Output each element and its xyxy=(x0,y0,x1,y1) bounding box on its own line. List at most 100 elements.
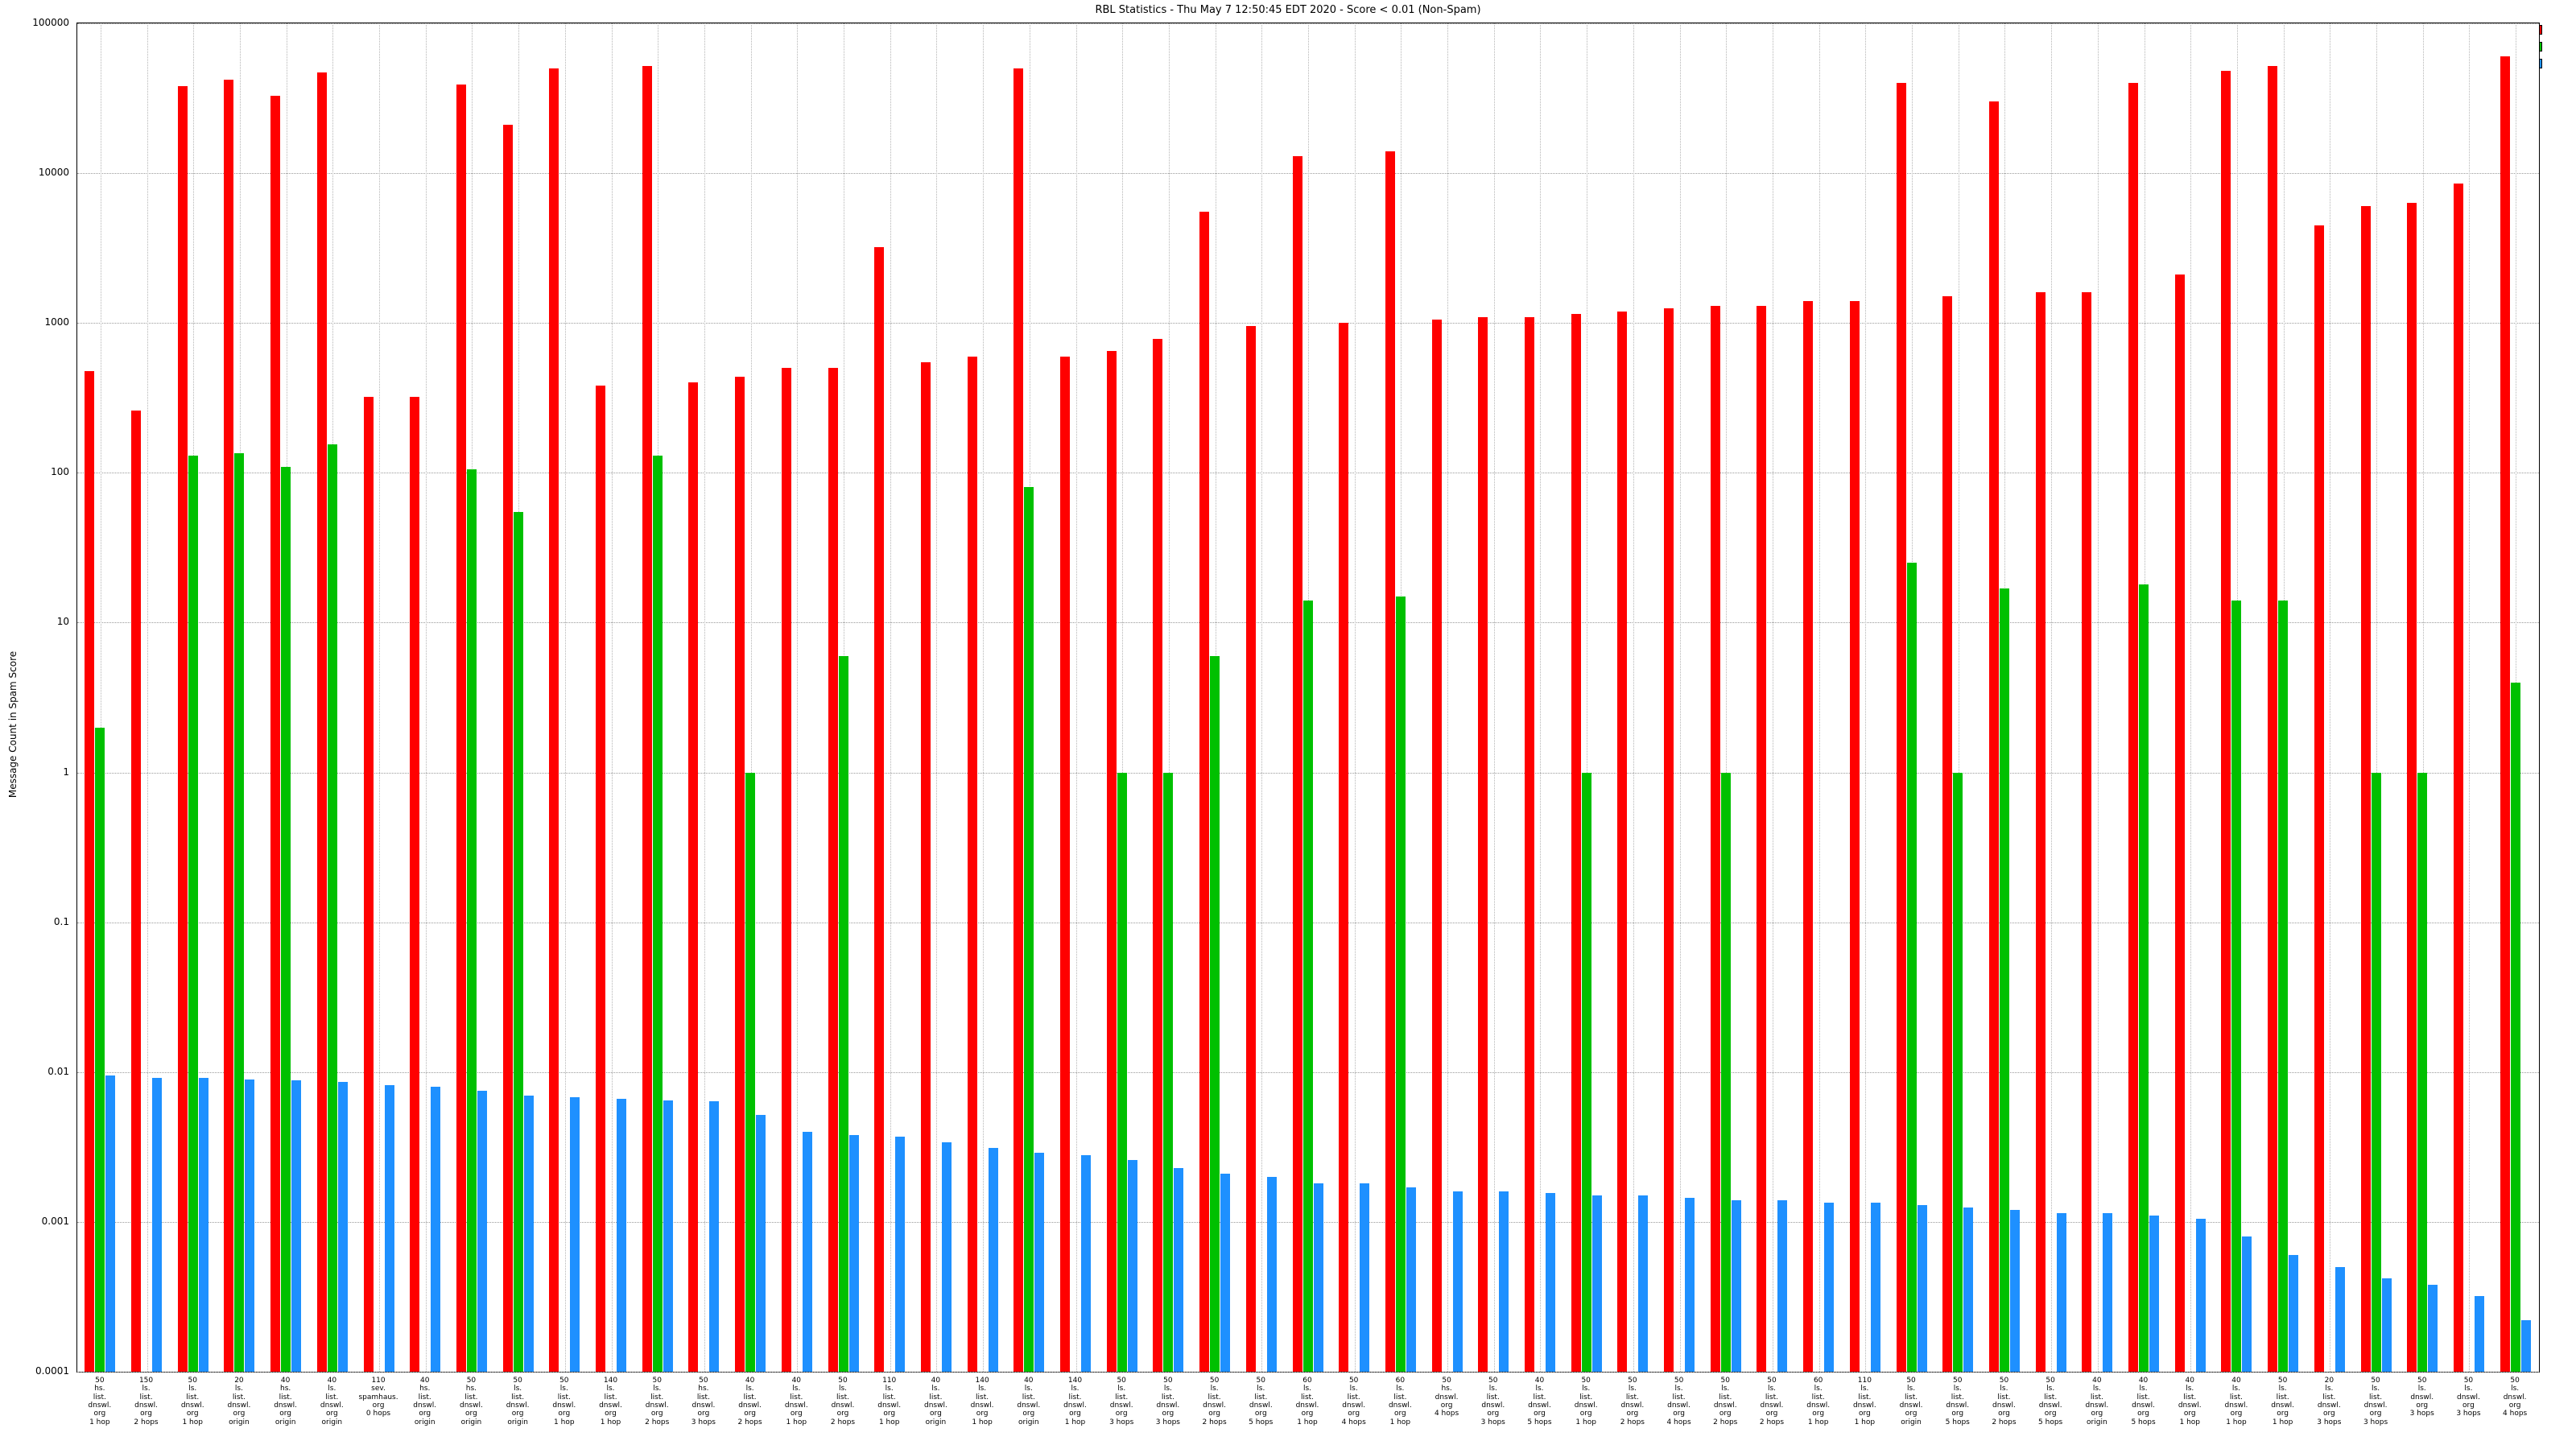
x-tick-label: 50 ls. list. dnswl. org 2 hops xyxy=(1992,1377,2017,1426)
bar-not-spam xyxy=(1431,320,1442,1372)
bar-score xyxy=(1591,1195,1602,1372)
bar-spam xyxy=(1163,772,1174,1372)
x-tick-label: 40 ls. list. dnswl. org origin xyxy=(2085,1377,2109,1426)
bar-score xyxy=(245,1080,255,1372)
x-tick-label: 40 ls. list. dnswl. org origin xyxy=(1017,1377,1041,1426)
bar-spam xyxy=(745,772,756,1372)
bar-not-spam xyxy=(596,386,606,1372)
bar-spam xyxy=(1953,772,1963,1372)
x-tick-label: 50 ls. dnswl. org 4 hops xyxy=(2503,1377,2528,1418)
bar-not-spam xyxy=(1664,308,1674,1372)
bar-score xyxy=(1406,1187,1416,1372)
x-gridline xyxy=(2190,23,2192,1372)
x-tick-label: 40 hs. list. dnswl. org origin xyxy=(274,1377,298,1426)
bar-spam xyxy=(1720,772,1731,1372)
x-gridline xyxy=(1075,23,1077,1372)
bar-score xyxy=(1034,1152,1045,1372)
bar-score xyxy=(570,1096,580,1372)
x-tick-label: 60 ls. list. dnswl. org 1 hop xyxy=(1295,1377,1319,1426)
x-tick-label: 50 ls. list. dnswl. org 3 hops xyxy=(1155,1377,1180,1426)
bar-not-spam xyxy=(2314,225,2324,1372)
x-tick-label: 50 ls. list. dnswl. org 5 hops xyxy=(2038,1377,2063,1426)
bar-not-spam xyxy=(1339,323,1349,1372)
x-tick-label: 50 ls. list. dnswl. org 3 hops xyxy=(2363,1377,2388,1426)
bar-score xyxy=(477,1091,487,1372)
plot-area xyxy=(76,23,2540,1373)
x-tick-label: 40 ls. list. dnswl. org 5 hops xyxy=(1527,1377,1552,1426)
bar-score xyxy=(1452,1191,1463,1372)
bar-score xyxy=(2056,1212,2066,1372)
bar-spam xyxy=(234,453,245,1372)
bar-spam xyxy=(1581,772,1591,1372)
x-tick-label: 40 ls. list. dnswl. org 2 hops xyxy=(737,1377,762,1426)
bar-score xyxy=(2474,1296,2484,1372)
bar-not-spam xyxy=(270,95,281,1372)
bar-not-spam xyxy=(1803,301,1814,1372)
bar-score xyxy=(1360,1183,1370,1372)
x-tick-label: 50 ls. list. dnswl. org 1 hop xyxy=(2271,1377,2295,1426)
y-tick-label: 0.01 xyxy=(47,1065,69,1077)
bar-spam xyxy=(2510,682,2520,1372)
bar-not-spam xyxy=(85,370,95,1372)
x-gridline xyxy=(1818,23,1820,1372)
bar-not-spam xyxy=(1106,351,1117,1372)
bar-not-spam xyxy=(1849,301,1860,1372)
x-gridline xyxy=(704,23,705,1372)
bar-score xyxy=(802,1131,812,1372)
bar-score xyxy=(1777,1199,1788,1372)
x-tick-label: 110 ls. list. dnswl. org 1 hop xyxy=(1852,1377,1876,1426)
bar-spam xyxy=(281,466,291,1372)
bar-score xyxy=(2381,1278,2392,1372)
bar-not-spam xyxy=(2221,71,2231,1372)
bar-not-spam xyxy=(1524,316,1534,1372)
x-gridline xyxy=(983,23,985,1372)
x-gridline xyxy=(1354,23,1356,1372)
bar-not-spam xyxy=(177,86,188,1372)
x-tick-label: 140 ls. list. dnswl. org 1 hop xyxy=(599,1377,622,1426)
bar-not-spam xyxy=(1710,306,1720,1372)
x-tick-label: 40 ls. list. dnswl. org 5 hops xyxy=(2131,1377,2156,1426)
x-tick-label: 40 ls. list. dnswl. org 1 hop xyxy=(2178,1377,2202,1426)
bar-score xyxy=(291,1080,302,1372)
x-tick-label: 50 ls. list. dnswl. org 2 hops xyxy=(1202,1377,1227,1426)
bar-spam xyxy=(2139,584,2149,1372)
x-tick-label: 40 ls. list. dnswl. org 1 hop xyxy=(2224,1377,2248,1426)
y-tick-label: 10000 xyxy=(38,167,69,179)
bar-not-spam xyxy=(2035,292,2046,1372)
bar-spam xyxy=(2417,772,2428,1372)
x-gridline xyxy=(1865,23,1867,1372)
x-tick-label: 50 hs. list. dnswl. org 3 hops xyxy=(691,1377,716,1426)
x-tick-label: 50 hs. dnswl. org 4 hops xyxy=(1434,1377,1459,1418)
bar-score xyxy=(988,1148,998,1372)
bar-not-spam xyxy=(2407,203,2417,1372)
x-tick-label: 50 ls. list. dnswl. org 4 hops xyxy=(1341,1377,1366,1426)
bar-score xyxy=(1638,1195,1649,1372)
y-tick-label: 1000 xyxy=(44,316,69,328)
bar-not-spam xyxy=(1896,83,1906,1372)
x-gridline xyxy=(1122,23,1124,1372)
x-gridline xyxy=(1540,23,1542,1372)
y-gridline xyxy=(77,1372,2539,1373)
x-tick-label: 50 hs. list. dnswl. org origin xyxy=(460,1377,483,1426)
bar-score xyxy=(1824,1202,1835,1372)
x-tick-label: 50 ls. dnswl. org 3 hops xyxy=(2409,1377,2434,1418)
bar-score xyxy=(663,1100,673,1372)
x-gridline xyxy=(2422,23,2424,1372)
x-tick-label: 60 ls. list. dnswl. org 1 hop xyxy=(1388,1377,1412,1426)
bar-not-spam xyxy=(828,368,838,1372)
bar-not-spam xyxy=(642,65,652,1372)
bar-score xyxy=(1266,1176,1277,1372)
x-tick-label: 50 ls. list. dnswl. org 2 hops xyxy=(1713,1377,1738,1426)
x-tick-label: 50 hs. list. dnswl. org 1 hop xyxy=(88,1377,112,1426)
bar-score xyxy=(848,1135,859,1372)
bar-score xyxy=(523,1095,534,1372)
bar-score xyxy=(895,1137,906,1372)
x-gridline xyxy=(890,23,891,1372)
bar-not-spam xyxy=(1060,356,1070,1372)
x-tick-label: 50 ls. list. dnswl. org 3 hops xyxy=(1480,1377,1505,1426)
bar-score xyxy=(941,1141,952,1372)
bar-score xyxy=(431,1086,441,1372)
x-gridline xyxy=(147,23,148,1372)
bar-spam xyxy=(2231,601,2242,1372)
bar-not-spam xyxy=(1013,68,1024,1372)
